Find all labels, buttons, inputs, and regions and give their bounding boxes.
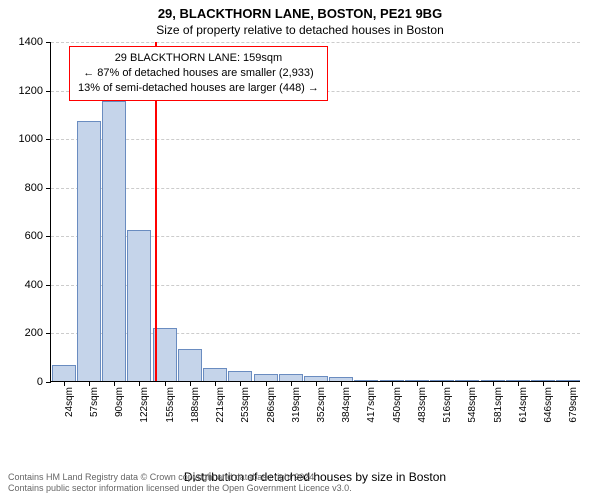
grid-line xyxy=(51,139,580,140)
x-tick xyxy=(291,381,292,386)
x-tick xyxy=(442,381,443,386)
plot-area: Number of detached properties 0200400600… xyxy=(50,42,580,382)
x-tick-label: 253sqm xyxy=(240,387,251,423)
x-tick xyxy=(568,381,569,386)
bar xyxy=(127,230,151,381)
y-tick-label: 1200 xyxy=(19,85,43,97)
x-tick-label: 286sqm xyxy=(266,387,277,423)
x-tick-label: 548sqm xyxy=(467,387,478,423)
x-tick-label: 614sqm xyxy=(518,387,529,423)
grid-line xyxy=(51,42,580,43)
annotation-box: 29 BLACKTHORN LANE: 159sqm← 87% of detac… xyxy=(69,46,328,101)
y-tick-label: 200 xyxy=(25,327,43,339)
y-tick xyxy=(46,188,51,189)
x-tick xyxy=(366,381,367,386)
page-subtitle: Size of property relative to detached ho… xyxy=(0,21,600,41)
x-tick xyxy=(493,381,494,386)
x-tick-label: 155sqm xyxy=(165,387,176,423)
annotation-line: 13% of semi-detached houses are larger (… xyxy=(78,81,319,96)
y-tick-label: 800 xyxy=(25,182,43,194)
footer-line-2: Contains public sector information licen… xyxy=(8,483,352,494)
x-tick xyxy=(341,381,342,386)
x-tick xyxy=(240,381,241,386)
x-tick xyxy=(392,381,393,386)
x-tick-label: 384sqm xyxy=(341,387,352,423)
page-title: 29, BLACKTHORN LANE, BOSTON, PE21 9BG xyxy=(0,0,600,21)
x-tick-label: 516sqm xyxy=(442,387,453,423)
x-tick-label: 679sqm xyxy=(568,387,579,423)
footer-attribution: Contains HM Land Registry data © Crown c… xyxy=(8,472,352,495)
y-tick xyxy=(46,285,51,286)
bar xyxy=(178,349,202,381)
bar xyxy=(52,365,76,381)
x-tick-label: 450sqm xyxy=(392,387,403,423)
x-tick xyxy=(266,381,267,386)
y-tick xyxy=(46,333,51,334)
y-tick-label: 600 xyxy=(25,230,43,242)
x-tick xyxy=(215,381,216,386)
y-tick xyxy=(46,42,51,43)
x-tick xyxy=(467,381,468,386)
y-tick xyxy=(46,236,51,237)
grid-line xyxy=(51,188,580,189)
bar xyxy=(77,121,101,381)
bar xyxy=(279,374,303,381)
x-tick-label: 57sqm xyxy=(89,387,100,417)
x-tick xyxy=(165,381,166,386)
x-tick xyxy=(114,381,115,386)
x-tick xyxy=(417,381,418,386)
y-tick-label: 0 xyxy=(37,376,43,388)
x-tick-label: 417sqm xyxy=(366,387,377,423)
y-tick-label: 400 xyxy=(25,279,43,291)
x-tick-label: 221sqm xyxy=(215,387,226,423)
x-tick-label: 352sqm xyxy=(316,387,327,423)
footer-line-1: Contains HM Land Registry data © Crown c… xyxy=(8,472,352,483)
x-tick-label: 188sqm xyxy=(190,387,201,423)
x-tick xyxy=(64,381,65,386)
x-tick-label: 483sqm xyxy=(417,387,428,423)
bar xyxy=(102,101,126,382)
y-tick-label: 1000 xyxy=(19,133,43,145)
x-tick xyxy=(543,381,544,386)
x-tick-label: 581sqm xyxy=(493,387,504,423)
x-tick xyxy=(518,381,519,386)
y-tick xyxy=(46,139,51,140)
bar xyxy=(203,368,227,381)
x-tick-label: 122sqm xyxy=(139,387,150,423)
x-tick-label: 646sqm xyxy=(543,387,554,423)
bar xyxy=(254,374,278,381)
bar xyxy=(228,371,252,381)
x-tick-label: 90sqm xyxy=(114,387,125,417)
y-tick-label: 1400 xyxy=(19,36,43,48)
x-tick xyxy=(190,381,191,386)
x-tick-label: 319sqm xyxy=(291,387,302,423)
annotation-line: 29 BLACKTHORN LANE: 159sqm xyxy=(78,51,319,66)
x-tick xyxy=(89,381,90,386)
y-tick xyxy=(46,91,51,92)
x-tick xyxy=(139,381,140,386)
chart-container: Number of detached properties 0200400600… xyxy=(50,42,580,422)
y-tick xyxy=(46,382,51,383)
annotation-line: ← 87% of detached houses are smaller (2,… xyxy=(78,66,319,81)
x-tick xyxy=(316,381,317,386)
x-tick-label: 24sqm xyxy=(64,387,75,417)
